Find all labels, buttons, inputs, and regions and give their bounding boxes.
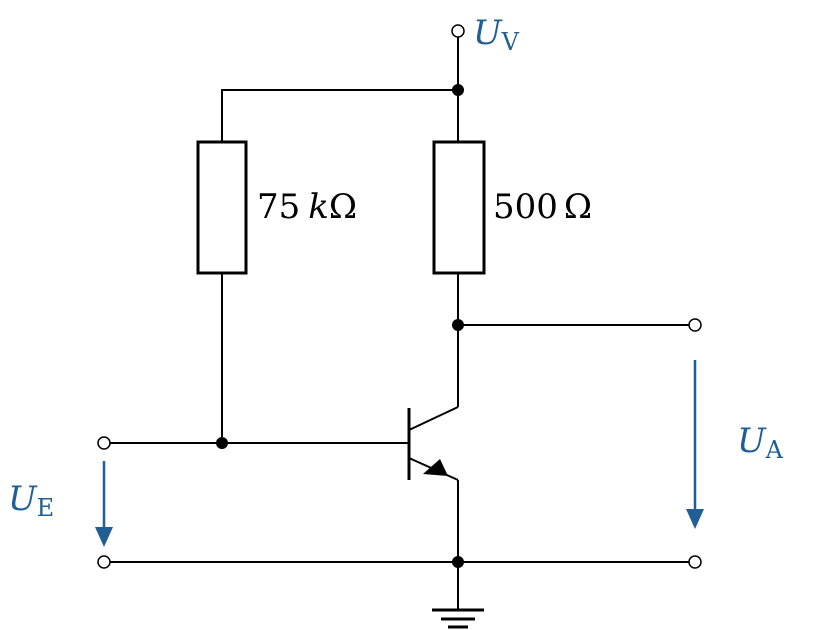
junction-dot xyxy=(452,556,464,568)
input-voltage-label: UE xyxy=(8,479,54,522)
output-terminal xyxy=(688,318,702,332)
input-voltage-arrowhead-icon xyxy=(95,527,113,547)
junction-dot xyxy=(216,437,228,449)
junction-dot xyxy=(452,319,464,331)
input-ground-terminal xyxy=(97,555,111,569)
output-voltage-label: UA xyxy=(737,421,784,464)
base-resistor-label: 75 kΩ xyxy=(257,187,357,227)
supply-voltage-label: UV xyxy=(473,13,520,56)
transistor-collector xyxy=(408,406,459,431)
collector-resistor xyxy=(432,140,486,275)
emitter-arrow-icon xyxy=(423,459,448,476)
junction-dot xyxy=(452,84,464,96)
base-resistor xyxy=(196,140,248,275)
base-resistor-top-wire xyxy=(221,89,458,142)
input-terminal xyxy=(97,436,111,450)
output-ground-terminal xyxy=(688,555,702,569)
collector-resistor-label: 500 Ω xyxy=(493,187,592,227)
output-voltage-arrowhead-icon xyxy=(686,509,704,529)
supply-terminal xyxy=(451,24,465,38)
